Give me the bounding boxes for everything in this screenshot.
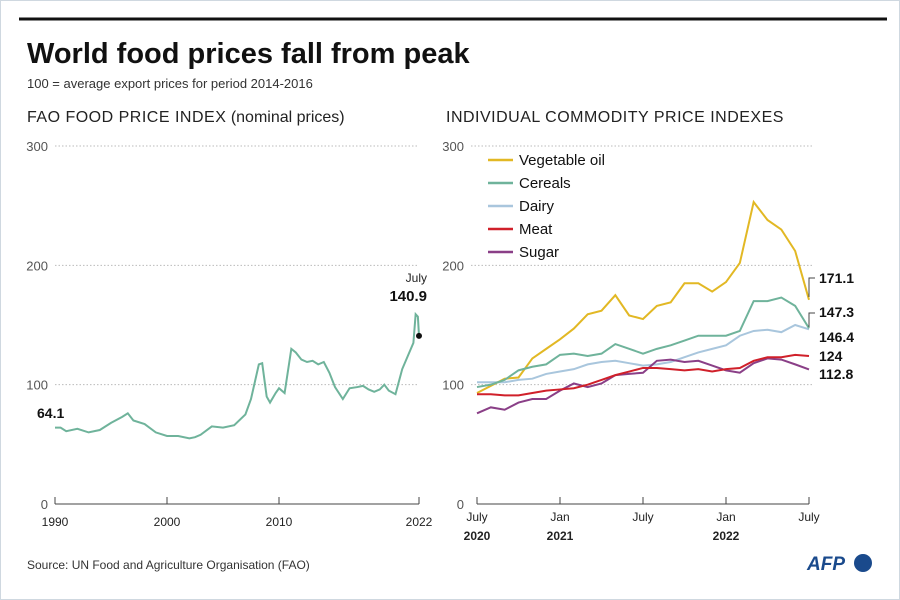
legend-label: Meat [519, 221, 553, 238]
y-tick-label: 0 [41, 497, 48, 512]
end-value-label: 146.4 [819, 329, 854, 345]
afp-logo: AFP [806, 554, 872, 575]
legend-label: Vegetable oil [519, 152, 605, 169]
leader-line [808, 277, 815, 297]
end-value-label: 124 [819, 348, 843, 364]
x-tick-label: July [466, 510, 487, 524]
x-tick-label: July [632, 510, 653, 524]
x-tick-year: 2021 [547, 529, 574, 543]
x-tick-label: July [798, 510, 819, 524]
subtitle: 100 = average export prices for period 2… [27, 76, 313, 91]
y-tick-label: 0 [457, 497, 464, 512]
y-tick-label: 100 [442, 378, 464, 393]
series-line-vegetable-oil [476, 199, 810, 394]
source-note: Source: UN Food and Agriculture Organisa… [27, 558, 310, 572]
leader-line [808, 312, 815, 327]
y-tick-label: 300 [26, 139, 48, 154]
start-value-label: 64.1 [37, 405, 64, 421]
series-line-meat [477, 353, 810, 397]
series-line-dairy [477, 323, 810, 384]
y-tick-label: 200 [442, 258, 464, 273]
x-tick-label: 2010 [266, 515, 293, 529]
latest-point [416, 332, 422, 339]
y-tick-label: 200 [26, 258, 48, 273]
end-value-label: 147.3 [819, 304, 854, 320]
legend-label: Dairy [519, 198, 555, 215]
x-tick-label: 2022 [406, 515, 433, 529]
end-value-label: 171.1 [819, 270, 854, 286]
y-tick-label: 300 [442, 139, 464, 154]
x-tick-label: 1990 [42, 515, 69, 529]
end-month-label: July [406, 271, 427, 285]
x-tick-year: 2020 [464, 529, 491, 543]
legend-label: Sugar [519, 244, 559, 261]
series-line-sugar [476, 357, 810, 415]
left-chart-title: FAO FOOD PRICE INDEX (nominal prices) [27, 109, 345, 126]
series-line-cereals [476, 296, 810, 389]
page-title: World food prices fall from peak [27, 38, 470, 70]
right-chart-title: INDIVIDUAL COMMODITY PRICE INDEXES [446, 109, 784, 126]
legend-label: Cereals [519, 175, 571, 192]
end-value-label: 112.8 [819, 366, 853, 382]
end-value-label: 140.9 [389, 288, 427, 305]
x-tick-year: 2022 [713, 529, 740, 543]
fao-index-line [55, 311, 420, 440]
x-tick-label: Jan [716, 510, 735, 524]
x-tick-label: 2000 [154, 515, 181, 529]
x-tick-label: Jan [550, 510, 569, 524]
y-tick-label: 100 [26, 378, 48, 393]
svg-text:AFP: AFP [806, 554, 845, 575]
